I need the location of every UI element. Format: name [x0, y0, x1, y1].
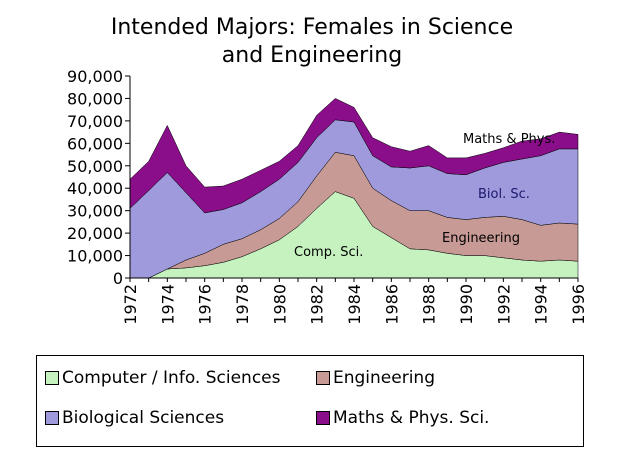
x-tick-label: 1982 [308, 284, 327, 325]
x-tick-label: 1980 [270, 284, 289, 325]
y-tick-label: 50,000 [67, 157, 123, 176]
y-tick-label: 90,000 [67, 67, 123, 86]
chart-title-line: Intended Majors: Females in Science [111, 15, 513, 40]
legend-swatch-engineering [316, 371, 330, 385]
area-annotation: Engineering [442, 231, 520, 246]
legend-swatch-maths-phys [316, 411, 330, 425]
area-annotation: Biol. Sc. [478, 187, 530, 202]
y-tick-label: 40,000 [67, 179, 123, 198]
area-annotation: Maths & Phys. [463, 132, 555, 147]
area-maths-phys [129, 98, 579, 214]
x-tick-label: 1984 [345, 284, 364, 325]
y-tick-label: 20,000 [67, 224, 123, 243]
legend-item-engineering: Engineering [316, 368, 435, 388]
legend: Computer / Info. Sciences Engineering Bi… [36, 355, 584, 447]
legend-swatch-comp-sci [45, 371, 59, 385]
y-tick-label: 30,000 [67, 202, 123, 221]
area-annotations: Comp. Sci. Engineering Biol. Sc. Maths & Ph… [294, 132, 555, 260]
y-tick-label: 80,000 [67, 89, 123, 108]
legend-label-comp-sci: Computer / Info. Sciences [62, 368, 281, 388]
x-tick-label: 1992 [494, 284, 513, 325]
x-tick-label: 1974 [158, 284, 177, 325]
x-tick-label: 1994 [532, 284, 551, 325]
stacked-area-chart: Intended Majors: Females in Science and E… [67, 15, 588, 325]
x-tick-label: 1988 [420, 284, 439, 325]
x-tick-label: 1976 [196, 284, 215, 325]
y-tick-label: 0 [113, 269, 123, 288]
y-tick-label: 70,000 [67, 112, 123, 131]
x-tick-label: 1972 [121, 284, 140, 325]
area-layers [129, 98, 579, 279]
x-tick-label: 1986 [382, 284, 401, 325]
x-tick-label: 1996 [569, 284, 588, 325]
legend-label-engineering: Engineering [333, 368, 435, 388]
chart-title-line: and Engineering [222, 43, 402, 68]
legend-item-comp-sci: Computer / Info. Sciences [45, 368, 281, 388]
axes: 0 10,000 20,000 30,000 40,000 50,000 60,000 70,… [67, 67, 588, 325]
x-tick-label: 1978 [233, 284, 252, 325]
legend-item-biology: Biological Sciences [45, 408, 224, 428]
chart-title: Intended Majors: Females in Science and E… [111, 15, 513, 68]
legend-label-maths-phys: Maths & Phys. Sci. [333, 408, 490, 428]
y-tick-label: 60,000 [67, 134, 123, 153]
legend-item-maths-phys: Maths & Phys. Sci. [316, 408, 489, 428]
y-tick-label: 10,000 [67, 247, 123, 266]
area-annotation: Comp. Sci. [294, 245, 363, 260]
legend-label-biology: Biological Sciences [62, 408, 225, 428]
legend-swatch-biology [45, 411, 59, 425]
x-tick-label: 1990 [457, 284, 476, 325]
